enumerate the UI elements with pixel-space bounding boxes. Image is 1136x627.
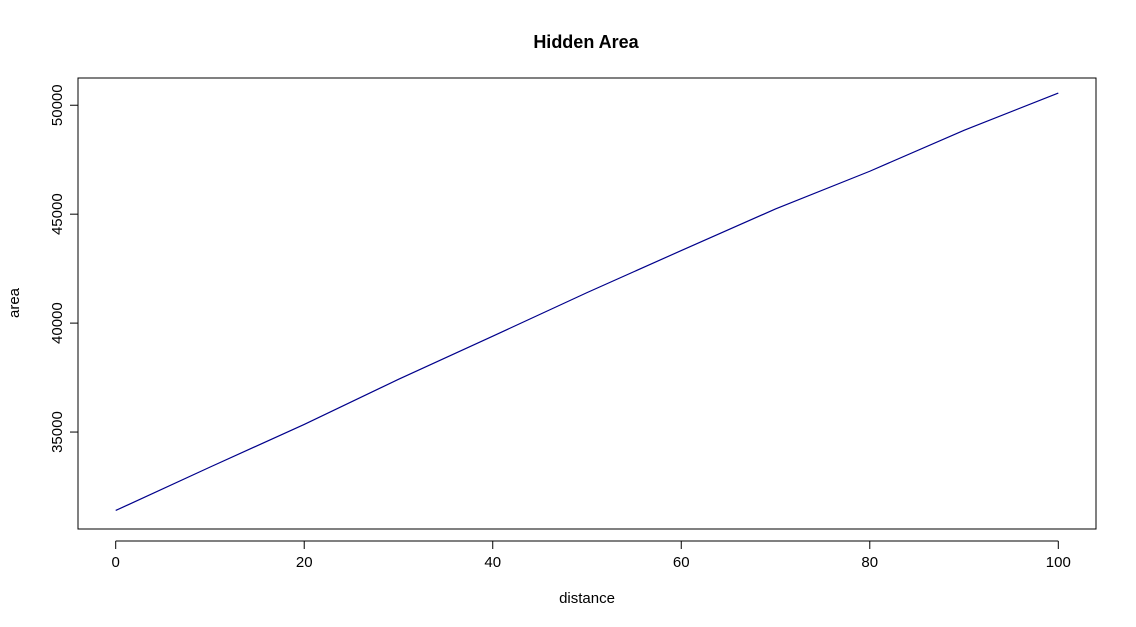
- y-tick-label: 45000: [49, 193, 66, 235]
- x-tick-label: 20: [296, 554, 313, 571]
- series-line: [115, 92, 1059, 512]
- x-tick-label: 0: [112, 554, 120, 571]
- y-axis: 35000 40000 45000 50000: [49, 84, 79, 453]
- x-tick-label: 40: [484, 554, 501, 571]
- x-tick-label: 60: [673, 554, 690, 571]
- y-tick-label: 35000: [49, 411, 66, 453]
- x-tick-label: 80: [861, 554, 878, 571]
- y-tick-label: 50000: [49, 84, 66, 126]
- x-axis: 0 20 40 60 80 100: [112, 540, 1071, 571]
- chart-title: Hidden Area: [533, 32, 639, 52]
- y-tick-label: 40000: [49, 302, 66, 344]
- x-axis-label: distance: [559, 590, 615, 607]
- y-axis-label: area: [6, 287, 23, 318]
- plot-frame: [77, 77, 1097, 530]
- x-tick-label: 100: [1046, 554, 1071, 571]
